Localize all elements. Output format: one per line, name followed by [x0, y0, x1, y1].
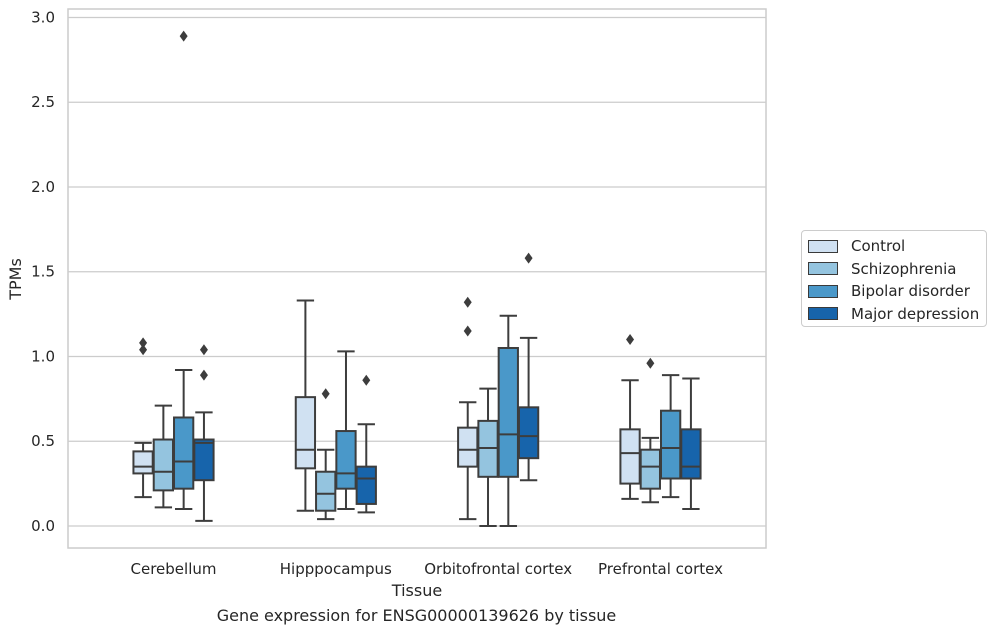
- outlier-0: [626, 334, 635, 346]
- legend-swatch: [808, 284, 838, 298]
- box-2-1: [477, 387, 499, 527]
- box-1-3: [355, 374, 377, 514]
- y-tick-label-1: 0.5: [31, 432, 55, 450]
- box-iqr: [680, 428, 702, 480]
- legend-label: Bipolar disorder: [851, 282, 970, 301]
- box-0-2: [173, 30, 195, 511]
- legend-item-0: Control: [808, 235, 980, 258]
- outlier-0: [646, 357, 655, 369]
- box-iqr: [173, 416, 195, 490]
- box-3-1: [639, 357, 661, 504]
- box-1-2: [335, 350, 357, 511]
- x-tick-label-3: Prefrontal cortex: [598, 560, 723, 578]
- box-iqr: [457, 426, 479, 468]
- legend-label: Control: [851, 237, 906, 256]
- y-tick-labels: 0.0 0.5 1.0 1.5 2.0 2.5 3.0: [31, 8, 55, 534]
- box-iqr: [497, 346, 519, 478]
- outlier-1: [139, 337, 148, 349]
- box-2-0: [457, 296, 479, 521]
- box-iqr: [335, 430, 357, 490]
- box-iqr: [659, 409, 682, 480]
- legend-item-2: Bipolar disorder: [808, 280, 980, 303]
- y-tick-label-6: 3.0: [31, 8, 55, 26]
- legend-swatch: [808, 307, 838, 321]
- outlier-0: [139, 344, 148, 356]
- legend-item-3: Major depression: [808, 303, 980, 326]
- x-axis-label: Tissue: [391, 581, 442, 600]
- box-3-0: [619, 334, 641, 500]
- outlier-0: [199, 369, 208, 381]
- legend-swatch: [808, 262, 838, 276]
- y-tick-label-3: 1.5: [31, 263, 55, 281]
- outlier-0: [524, 252, 533, 264]
- box-3-3: [680, 377, 702, 511]
- box-series: [132, 30, 702, 527]
- y-tick-label-4: 2.0: [31, 178, 55, 196]
- box-iqr: [619, 428, 641, 485]
- y-tick-label-0: 0.0: [31, 517, 55, 535]
- box-iqr: [315, 470, 337, 512]
- y-tick-label-5: 2.5: [31, 93, 55, 111]
- box-1-0: [294, 299, 317, 512]
- box-1-1: [315, 388, 337, 521]
- legend-label: Major depression: [851, 304, 980, 323]
- legend-label: Schizophrenia: [851, 259, 957, 278]
- box-2-2: [497, 314, 519, 527]
- outlier-0: [362, 374, 371, 386]
- x-tick-label-0: Cerebellum: [131, 560, 217, 578]
- y-tick-label-2: 1.0: [31, 347, 55, 365]
- x-tick-label-2: Orbitofrontal cortex: [424, 560, 572, 578]
- box-iqr: [193, 438, 215, 482]
- outlier-0: [321, 388, 330, 400]
- box-0-3: [193, 344, 215, 522]
- x-tick-label-1: Hipppocampus: [280, 560, 392, 578]
- box-iqr: [294, 396, 317, 470]
- figure-caption: Gene expression for ENSG00000139626 by t…: [216, 606, 617, 625]
- box-iqr: [355, 465, 377, 505]
- box-iqr: [639, 448, 661, 490]
- box-iqr: [132, 450, 154, 475]
- outlier-1: [199, 344, 208, 356]
- y-axis-label: TPMs: [6, 258, 25, 301]
- box-3-2: [659, 374, 682, 499]
- box-iqr: [152, 438, 175, 492]
- legend-item-1: Schizophrenia: [808, 258, 980, 281]
- box-0-0: [132, 337, 154, 499]
- box-2-3: [517, 252, 540, 482]
- legend: Control Schizophrenia Bipolar disorder Majo…: [801, 230, 987, 327]
- outlier-0: [179, 30, 188, 42]
- x-tick-labels: Cerebellum Hipppocampus Orbitofrontal cort…: [131, 560, 724, 578]
- box-iqr: [517, 406, 540, 460]
- legend-swatch: [808, 239, 838, 253]
- box-0-1: [152, 404, 175, 509]
- outlier-0: [463, 325, 472, 337]
- outlier-1: [463, 296, 472, 308]
